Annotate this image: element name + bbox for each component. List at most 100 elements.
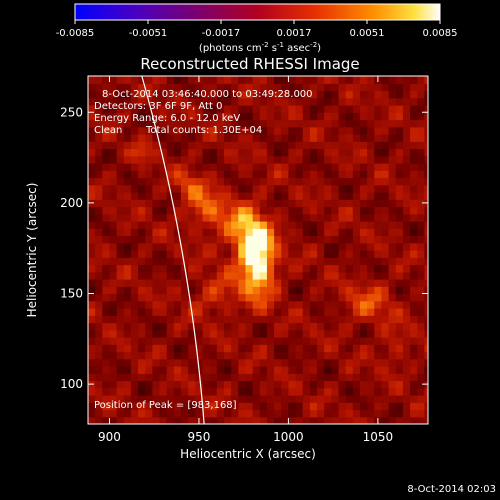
heatmap-cell bbox=[130, 177, 139, 186]
heatmap-cell bbox=[152, 300, 161, 309]
heatmap-cell bbox=[410, 90, 418, 99]
heatmap-cell bbox=[166, 184, 175, 193]
heatmap-cell bbox=[102, 90, 111, 99]
heatmap-cell bbox=[252, 112, 261, 121]
heatmap-cell bbox=[367, 373, 375, 382]
heatmap-cell bbox=[402, 228, 411, 237]
heatmap-cell bbox=[245, 97, 254, 106]
heatmap-cell bbox=[367, 76, 375, 84]
heatmap-cell bbox=[317, 76, 325, 84]
heatmap-cell bbox=[195, 395, 204, 403]
heatmap-cell bbox=[367, 337, 375, 345]
heatmap-cell bbox=[331, 105, 340, 113]
heatmap-cell bbox=[302, 184, 311, 193]
heatmap-cell bbox=[95, 402, 103, 411]
heatmap-cell bbox=[345, 308, 354, 316]
heatmap-cell bbox=[367, 141, 375, 150]
heatmap-cell bbox=[109, 366, 118, 374]
heatmap-cell bbox=[360, 286, 368, 295]
heatmap-cell bbox=[266, 315, 275, 324]
heatmap-cell bbox=[352, 184, 361, 193]
heatmap-cell bbox=[152, 134, 161, 142]
heatmap-cell bbox=[402, 148, 411, 157]
heatmap-cell bbox=[152, 119, 161, 128]
heatmap-cell bbox=[295, 351, 304, 360]
heatmap-cell bbox=[209, 271, 218, 280]
heatmap-cell bbox=[181, 199, 189, 208]
heatmap-cell bbox=[302, 337, 311, 345]
heatmap-cell bbox=[88, 315, 96, 324]
heatmap-cell bbox=[231, 213, 239, 222]
heatmap-cell bbox=[259, 322, 268, 331]
heatmap-cell bbox=[259, 395, 268, 403]
heatmap-cell bbox=[231, 358, 239, 367]
heatmap-cell bbox=[417, 358, 426, 367]
heatmap-cell bbox=[216, 300, 225, 309]
heatmap-cell bbox=[166, 228, 175, 237]
heatmap-cell bbox=[417, 105, 426, 113]
heatmap-cell bbox=[252, 177, 261, 186]
heatmap-cell bbox=[216, 141, 225, 150]
heatmap-cell bbox=[259, 242, 268, 251]
heatmap-cell bbox=[281, 141, 290, 150]
heatmap-cell bbox=[195, 90, 204, 99]
heatmap-cell bbox=[288, 242, 297, 251]
heatmap-cell bbox=[130, 337, 139, 345]
heatmap-cell bbox=[395, 373, 404, 382]
heatmap-cell bbox=[410, 105, 418, 113]
heatmap-cell bbox=[331, 228, 340, 237]
heatmap-cell bbox=[259, 90, 268, 99]
heatmap-cell bbox=[295, 257, 304, 266]
heatmap-cell bbox=[123, 163, 132, 171]
heatmap-cell bbox=[388, 134, 397, 142]
heatmap-cell bbox=[109, 308, 118, 316]
heatmap-cell bbox=[266, 228, 275, 237]
heatmap-cell bbox=[288, 337, 297, 345]
heatmap-cell bbox=[224, 199, 232, 208]
heatmap-cell bbox=[424, 228, 428, 237]
heatmap-cell bbox=[102, 163, 111, 171]
heatmap-cell bbox=[116, 184, 125, 193]
heatmap-cell bbox=[381, 337, 390, 345]
heatmap-cell bbox=[238, 329, 247, 338]
heatmap-cell bbox=[95, 250, 103, 258]
heatmap-cell bbox=[173, 409, 182, 418]
heatmap-cell bbox=[109, 337, 118, 345]
heatmap-cell bbox=[424, 242, 428, 251]
heatmap-cell bbox=[245, 395, 254, 403]
heatmap-cell bbox=[424, 308, 428, 316]
heatmap-cell bbox=[288, 257, 297, 266]
heatmap-cell bbox=[367, 279, 375, 287]
heatmap-cell bbox=[288, 366, 297, 374]
heatmap-cell bbox=[295, 315, 304, 324]
heatmap-cell bbox=[352, 337, 361, 345]
heatmap-cell bbox=[152, 250, 161, 258]
heatmap-cell bbox=[181, 134, 189, 142]
heatmap-cell bbox=[302, 395, 311, 403]
heatmap-cell bbox=[202, 387, 211, 396]
heatmap-cell bbox=[360, 235, 368, 244]
heatmap-cell bbox=[138, 315, 146, 324]
heatmap-cell bbox=[274, 90, 282, 99]
heatmap-cell bbox=[338, 250, 347, 258]
heatmap-cell bbox=[410, 402, 418, 411]
heatmap-cell bbox=[231, 387, 239, 396]
heatmap-cell bbox=[295, 286, 304, 295]
heatmap-cell bbox=[173, 264, 182, 273]
heatmap-cell bbox=[166, 344, 175, 353]
heatmap-cell bbox=[345, 286, 354, 295]
heatmap-cell bbox=[95, 416, 103, 424]
heatmap-cell bbox=[338, 90, 347, 99]
heatmap-cell bbox=[138, 199, 146, 208]
heatmap-cell bbox=[424, 279, 428, 287]
heatmap-cell bbox=[123, 170, 132, 179]
heatmap-cell bbox=[138, 228, 146, 237]
heatmap-cell bbox=[130, 293, 139, 302]
heatmap-cell bbox=[424, 119, 428, 128]
heatmap-cell bbox=[252, 402, 261, 411]
heatmap-cell bbox=[402, 250, 411, 258]
heatmap-cell bbox=[367, 315, 375, 324]
heatmap-cell bbox=[216, 199, 225, 208]
heatmap-cell bbox=[338, 170, 347, 179]
heatmap-cell bbox=[295, 163, 304, 171]
